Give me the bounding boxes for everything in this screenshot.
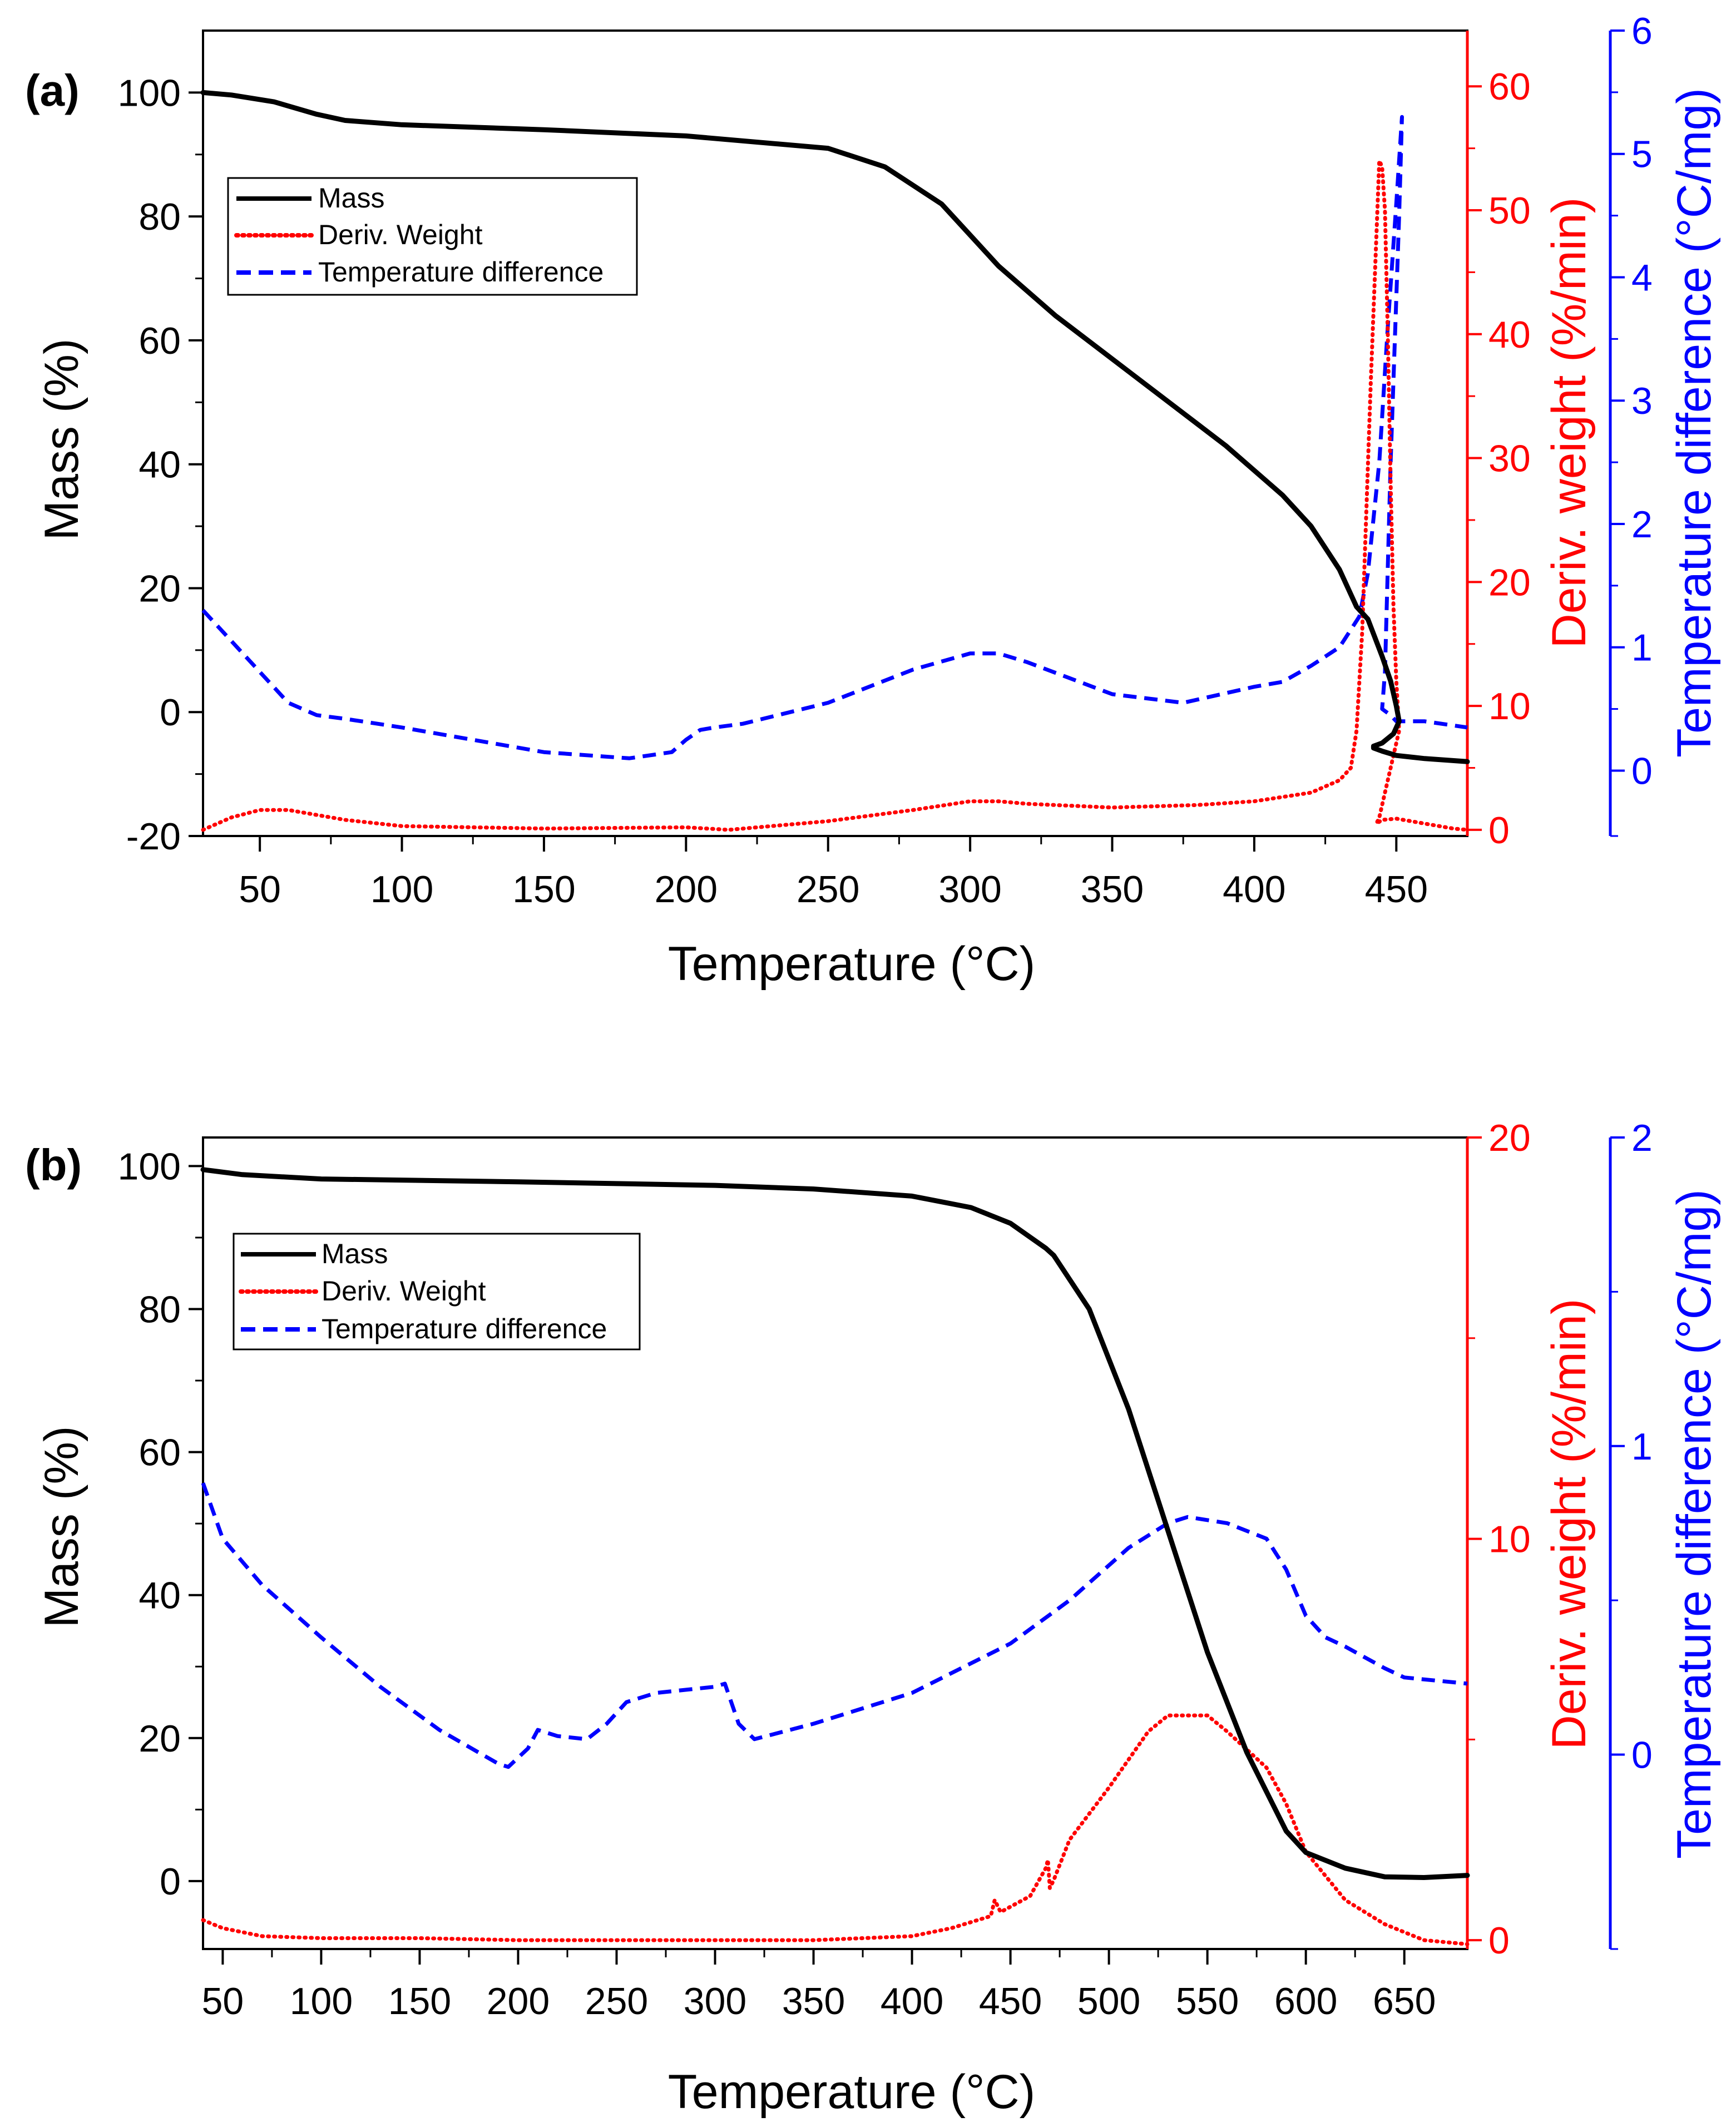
x-tick-label: 400 xyxy=(881,1980,943,2022)
y-tick-label: 0 xyxy=(160,691,181,734)
y3-tick-label: 4 xyxy=(1631,256,1653,299)
y2-axis-title: Deriv. weight (%/min) xyxy=(1542,1299,1596,1750)
y-axis-title: Mass (%) xyxy=(35,1426,88,1628)
panel-b: 50 100 150 200 250 300 350 400 450 500 550 600 65002… xyxy=(25,1117,1721,2119)
x-tick-label: 150 xyxy=(388,1980,451,2022)
x-tick-label: 550 xyxy=(1176,1980,1239,2022)
y2-tick-label: 20 xyxy=(1488,561,1531,604)
panel-a: 50 100 150 200 250 300 350 400 450-2002040608010… xyxy=(25,10,1721,991)
axes: 50 100 150 200 250 300 350 400 450-2002040608010… xyxy=(118,10,1653,911)
x-tick-label: 300 xyxy=(938,868,1001,911)
y3-tick-label: 1 xyxy=(1631,1426,1653,1468)
axes: 50 100 150 200 250 300 350 400 450 500 550 600 65002… xyxy=(118,1117,1653,2022)
series-group xyxy=(200,90,1470,832)
y3-axis-title: Temperature difference (°C/mg) xyxy=(1668,88,1721,758)
y2-tick-label: 0 xyxy=(1488,809,1510,852)
x-tick-label: 500 xyxy=(1077,1980,1140,2022)
legend-label-mass: Mass xyxy=(318,182,384,214)
y2-tick-label: 50 xyxy=(1488,190,1531,232)
y3-tick-label: 6 xyxy=(1631,10,1653,52)
legend: Mass Deriv. Weight Temperature differenc… xyxy=(227,177,638,296)
y2-tick-label: 60 xyxy=(1488,66,1531,108)
x-tick-label: 150 xyxy=(512,868,575,911)
y3-tick-label: 3 xyxy=(1631,380,1653,422)
x-axis-title: Temperature (°C) xyxy=(668,937,1035,991)
y-tick-label: -20 xyxy=(126,815,181,858)
y-tick-label: 40 xyxy=(139,444,181,486)
legend-label-deriv: Deriv. Weight xyxy=(318,219,483,250)
y2-tick-label: 0 xyxy=(1488,1920,1510,1962)
y-tick-label: 100 xyxy=(118,72,181,114)
y-axis-title: Mass (%) xyxy=(35,338,88,540)
legend: Mass Deriv. Weight Temperature differenc… xyxy=(233,1233,641,1351)
y3-tick-label: 2 xyxy=(1631,1117,1653,1159)
y-tick-label: 80 xyxy=(139,1289,181,1331)
x-tick-label: 350 xyxy=(1081,868,1144,911)
y3-tick-label: 0 xyxy=(1631,1734,1653,1777)
series-line-temperature-difference xyxy=(201,115,1468,760)
y3-tick-label: 1 xyxy=(1631,627,1653,669)
y-tick-label: 100 xyxy=(118,1145,181,1188)
y-tick-label: 80 xyxy=(139,196,181,238)
y2-tick-label: 10 xyxy=(1488,685,1531,728)
y2-tick-label: 20 xyxy=(1488,1117,1531,1159)
series-line-mass xyxy=(200,90,1470,764)
y2-axis-title: Deriv. weight (%/min) xyxy=(1542,197,1596,649)
series-line-temperature-difference xyxy=(201,1482,1468,1769)
legend-label-deriv: Deriv. Weight xyxy=(322,1275,486,1307)
y2-tick-label: 40 xyxy=(1488,314,1531,356)
y2-tick-label: 30 xyxy=(1488,438,1531,480)
y-tick-label: 60 xyxy=(139,1432,181,1474)
x-tick-label: 200 xyxy=(655,868,718,911)
series-line-deriv-weight xyxy=(201,159,1470,832)
y3-tick-label: 0 xyxy=(1631,750,1653,792)
x-tick-label: 450 xyxy=(1365,868,1428,911)
x-tick-label: 50 xyxy=(202,1980,244,2022)
y3-tick-label: 5 xyxy=(1631,133,1653,176)
y3-axis-title: Temperature difference (°C/mg) xyxy=(1668,1189,1721,1859)
x-axis-title: Temperature (°C) xyxy=(668,2065,1035,2119)
y-tick-label: 20 xyxy=(139,1718,181,1760)
legend-label-mass: Mass xyxy=(322,1238,388,1269)
series-group xyxy=(200,1167,1470,1946)
y-tick-label: 0 xyxy=(160,1861,181,1903)
panel-label: (a) xyxy=(25,66,80,115)
y-tick-label: 40 xyxy=(139,1575,181,1617)
x-tick-label: 650 xyxy=(1373,1980,1436,2022)
panel-label: (b) xyxy=(25,1140,82,1190)
x-tick-label: 300 xyxy=(684,1980,746,2022)
x-tick-label: 200 xyxy=(487,1980,550,2022)
x-tick-label: 50 xyxy=(239,868,281,911)
x-tick-label: 250 xyxy=(585,1980,648,2022)
y-tick-label: 60 xyxy=(139,320,181,362)
x-tick-label: 100 xyxy=(370,868,433,911)
series-line-deriv-weight xyxy=(201,1713,1470,1946)
legend-label-tdiff: Temperature difference xyxy=(322,1313,607,1344)
series-line-mass xyxy=(200,1167,1470,1880)
x-tick-label: 350 xyxy=(782,1980,845,2022)
y3-tick-label: 2 xyxy=(1631,503,1653,546)
legend-label-tdiff: Temperature difference xyxy=(318,256,604,288)
x-tick-label: 600 xyxy=(1274,1980,1337,2022)
x-tick-label: 400 xyxy=(1223,868,1285,911)
x-tick-label: 250 xyxy=(797,868,859,911)
y-tick-label: 20 xyxy=(139,567,181,610)
y2-tick-label: 10 xyxy=(1488,1518,1531,1561)
x-tick-label: 100 xyxy=(290,1980,353,2022)
x-tick-label: 450 xyxy=(979,1980,1042,2022)
